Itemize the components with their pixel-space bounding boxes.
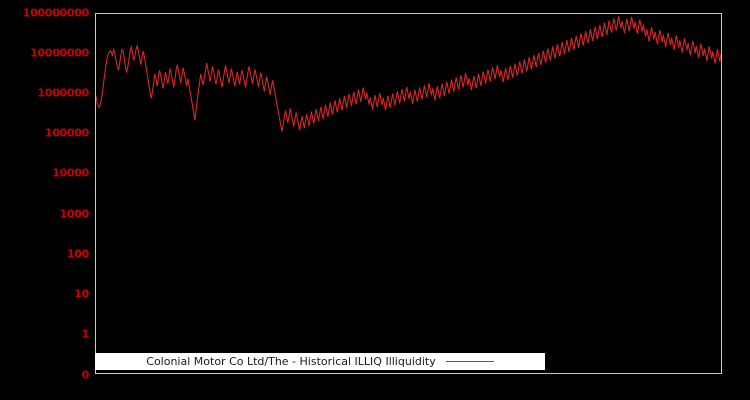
chart-legend: Colonial Motor Co Ltd/The - Historical I…: [95, 353, 545, 370]
y-tick-label: 0: [81, 368, 90, 382]
y-tick-label: 10000000: [30, 46, 89, 60]
plot-area: [95, 13, 722, 374]
y-tick-label: 100: [66, 247, 89, 261]
line-swatch-icon: [445, 361, 494, 362]
y-tick-label: 100000000: [22, 6, 89, 20]
y-tick-label: 1000: [59, 207, 90, 221]
y-tick-label: 1000000: [37, 86, 90, 100]
legend-label: Colonial Motor Co Ltd/The - Historical I…: [146, 355, 436, 368]
y-tick-label: 1: [81, 327, 90, 341]
illiq-series-line: [96, 16, 721, 132]
y-tick-label: 100000: [44, 126, 89, 140]
y-tick-label: 10000: [52, 166, 89, 180]
y-tick-label: 10: [74, 287, 89, 301]
